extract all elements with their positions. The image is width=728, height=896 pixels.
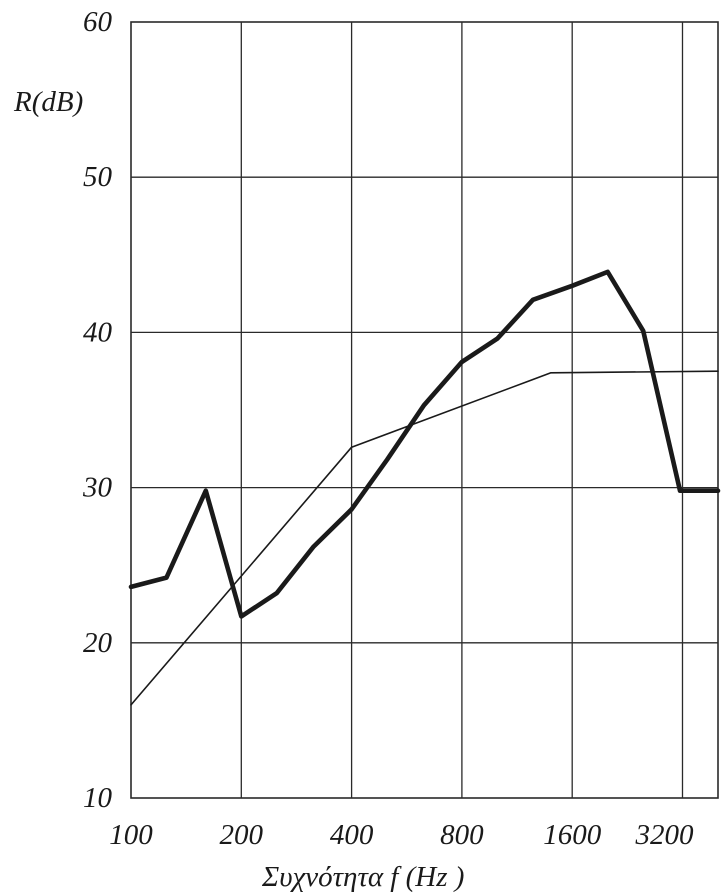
tick-labels: 10 20 30 40 50 60 100 200 400 800 1600 3200	[82, 6, 694, 851]
y-tick-label: 10	[83, 782, 113, 814]
x-tick-label: 1600	[543, 819, 602, 851]
y-tick-label: 30	[82, 472, 113, 504]
x-axis-label: Συχνότητα f (Hz )	[261, 861, 464, 893]
y-tick-label: 50	[83, 161, 113, 193]
x-tick-label: 100	[109, 819, 153, 851]
series-line-measured	[128, 269, 721, 619]
plot-frame	[130, 21, 719, 799]
series-line-reference	[130, 370, 719, 706]
x-tick-label: 200	[220, 819, 264, 851]
x-tick-label: 400	[330, 819, 374, 851]
x-tick-label: 800	[440, 819, 484, 851]
y-tick-label: 20	[83, 627, 113, 659]
y-tick-label: 40	[83, 316, 113, 348]
x-tick-label: 3200	[634, 819, 694, 851]
grid-lines	[130, 21, 719, 799]
y-tick-label: 60	[83, 6, 113, 38]
y-axis-label: R(dB)	[13, 86, 83, 118]
series-lines	[128, 269, 721, 706]
